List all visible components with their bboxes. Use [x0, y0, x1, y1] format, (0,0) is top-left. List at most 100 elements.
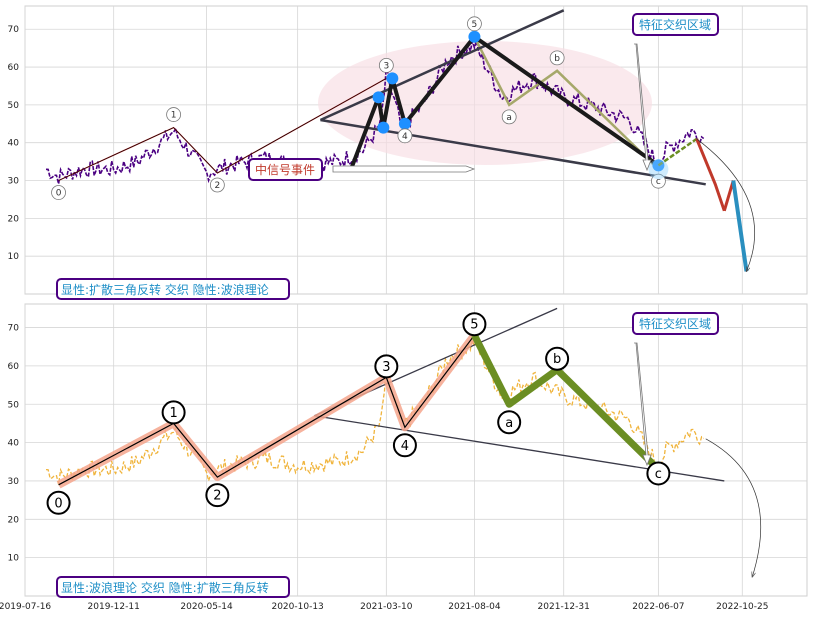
y-tick-label: 60 [8, 362, 20, 372]
bottom-caption-text: 显性:波浪理论 交织 隐性:扩散三角反转 [61, 580, 269, 595]
wave-label-circle [650, 173, 666, 189]
wave-label-circle [205, 483, 230, 508]
wave-label-circle [161, 400, 186, 425]
wave-label: 3 [383, 61, 389, 71]
projection-arc [705, 438, 762, 577]
bottom-feature-zone-annotation: 特征交织区域 [632, 312, 719, 467]
wave-label: 0 [56, 189, 62, 199]
projection-up [657, 137, 698, 167]
y-tick-label: 10 [8, 554, 20, 564]
wave-label-circle [392, 433, 417, 458]
wave-label-circle [374, 354, 399, 379]
impulse-wave-line [58, 334, 475, 486]
wave-label-circle [549, 50, 565, 66]
wave-label-circle [545, 346, 570, 371]
top-feature-zone-annotation: 特征交织区域 [632, 13, 719, 172]
bottom-y-tick-labels: 10 20 30 40 50 60 70 [8, 324, 20, 564]
wave-label: a [506, 113, 512, 123]
signal-event-label: 中信号事件 [255, 162, 315, 177]
y-tick-label: 70 [8, 324, 20, 334]
wave-line-inner [58, 78, 387, 181]
top-y-tick-labels: 10 20 30 40 50 60 70 [8, 25, 20, 262]
pattern-point [468, 30, 481, 43]
y-tick-label: 10 [8, 252, 20, 262]
wave-label-circle [462, 312, 487, 337]
top-caption-text: 显性:扩散三角反转 交织 隐性:波浪理论 [61, 282, 269, 297]
y-tick-label: 30 [8, 477, 20, 487]
wave-label-circle [209, 177, 225, 193]
top-triangle-pattern [319, 9, 706, 186]
y-tick-label: 40 [8, 439, 20, 449]
signal-event-box [248, 158, 323, 181]
top-panel: 10 20 30 40 50 60 70 0 1 2 3 4 5 a b c 中信号事件 特征交织区域 显性… [8, 5, 808, 300]
wave-label: b [553, 352, 561, 367]
x-tick-label: 2021-03-10 [360, 602, 413, 612]
wave-label: 2 [213, 489, 221, 504]
bottom-wave-overlay [56, 332, 762, 577]
x-tick-label: 2019-07-16 [0, 602, 51, 612]
wave-label: c [655, 467, 662, 482]
y-tick-label: 50 [8, 400, 20, 410]
bottom-wave-labels: 0 1 2 3 4 5 a b c [46, 312, 671, 515]
wave-label-circle [501, 109, 517, 125]
wave-label: 1 [169, 406, 177, 421]
wave-label: 4 [401, 439, 409, 454]
correction-wave-line [471, 333, 661, 472]
projection-target [731, 180, 749, 272]
projection-arc [696, 138, 755, 271]
wave-line-correction [473, 36, 660, 171]
bottom-caption-box [56, 576, 290, 598]
wave-label: 0 [54, 496, 62, 511]
wave-label-circle [646, 461, 671, 486]
top-wave-labels: 0 1 2 3 4 5 a b c [51, 16, 669, 200]
zone-highlight [648, 159, 669, 180]
x-tick-label: 2022-10-25 [716, 602, 768, 612]
bottom-feature-zone-box [632, 312, 719, 335]
top-feature-zone-arrow [634, 43, 652, 172]
x-tick-label: 2022-06-07 [632, 602, 684, 612]
wave-label-circle [378, 58, 394, 73]
wave-label: 5 [472, 20, 478, 30]
pattern-point [386, 72, 399, 85]
top-caption: 显性:扩散三角反转 交织 隐性:波浪理论 [56, 278, 290, 300]
wave-label: 2 [214, 181, 220, 191]
x-tick-label: 2020-05-14 [180, 602, 233, 612]
pattern-point [377, 121, 390, 134]
wave-label-circle [166, 107, 182, 122]
wave-label: b [554, 54, 560, 64]
pattern-point [372, 91, 385, 104]
projection-rebound [722, 180, 735, 212]
bottom-panel: 10 20 30 40 50 60 70 0 1 2 3 4 5 a b c 特征交织区域 显性:波浪理论 … [8, 303, 808, 598]
y-tick-label: 60 [8, 63, 20, 73]
y-tick-label: 70 [8, 25, 20, 35]
wave-label-circle [46, 490, 71, 515]
x-tick-label: 2021-08-04 [448, 602, 501, 612]
y-tick-label: 20 [8, 214, 20, 224]
projection-drop [695, 138, 726, 212]
upper-trendline [319, 9, 565, 122]
wave-label-circle [51, 185, 66, 200]
y-tick-label: 40 [8, 139, 20, 149]
wave-label: 3 [382, 360, 390, 375]
wave-label-circle [497, 410, 522, 435]
wave-label: a [505, 416, 513, 431]
pattern-point [398, 117, 411, 130]
y-tick-label: 20 [8, 515, 20, 525]
y-tick-label: 50 [8, 101, 20, 111]
x-axis-tick-labels: 2019-07-16 2019-12-11 2020-05-14 2020-10-13… [0, 602, 768, 612]
wave-label: c [656, 177, 661, 187]
wave-label-circle [467, 16, 482, 32]
top-projection [657, 137, 755, 272]
top-wave-overlay [58, 36, 660, 182]
bottom-caption: 显性:波浪理论 交织 隐性:扩散三角反转 [56, 576, 290, 598]
wave-label: 4 [402, 132, 408, 142]
wave-label-circle [397, 128, 413, 144]
y-tick-label: 30 [8, 177, 20, 187]
top-feature-zone-box [632, 13, 719, 36]
bottom-feature-zone-arrow [634, 342, 652, 467]
x-tick-label: 2021-12-31 [538, 602, 590, 612]
wave-label: 1 [171, 111, 177, 121]
bottom-feature-zone-label: 特征交织区域 [639, 316, 711, 331]
top-feature-zone-label: 特征交织区域 [639, 17, 711, 32]
